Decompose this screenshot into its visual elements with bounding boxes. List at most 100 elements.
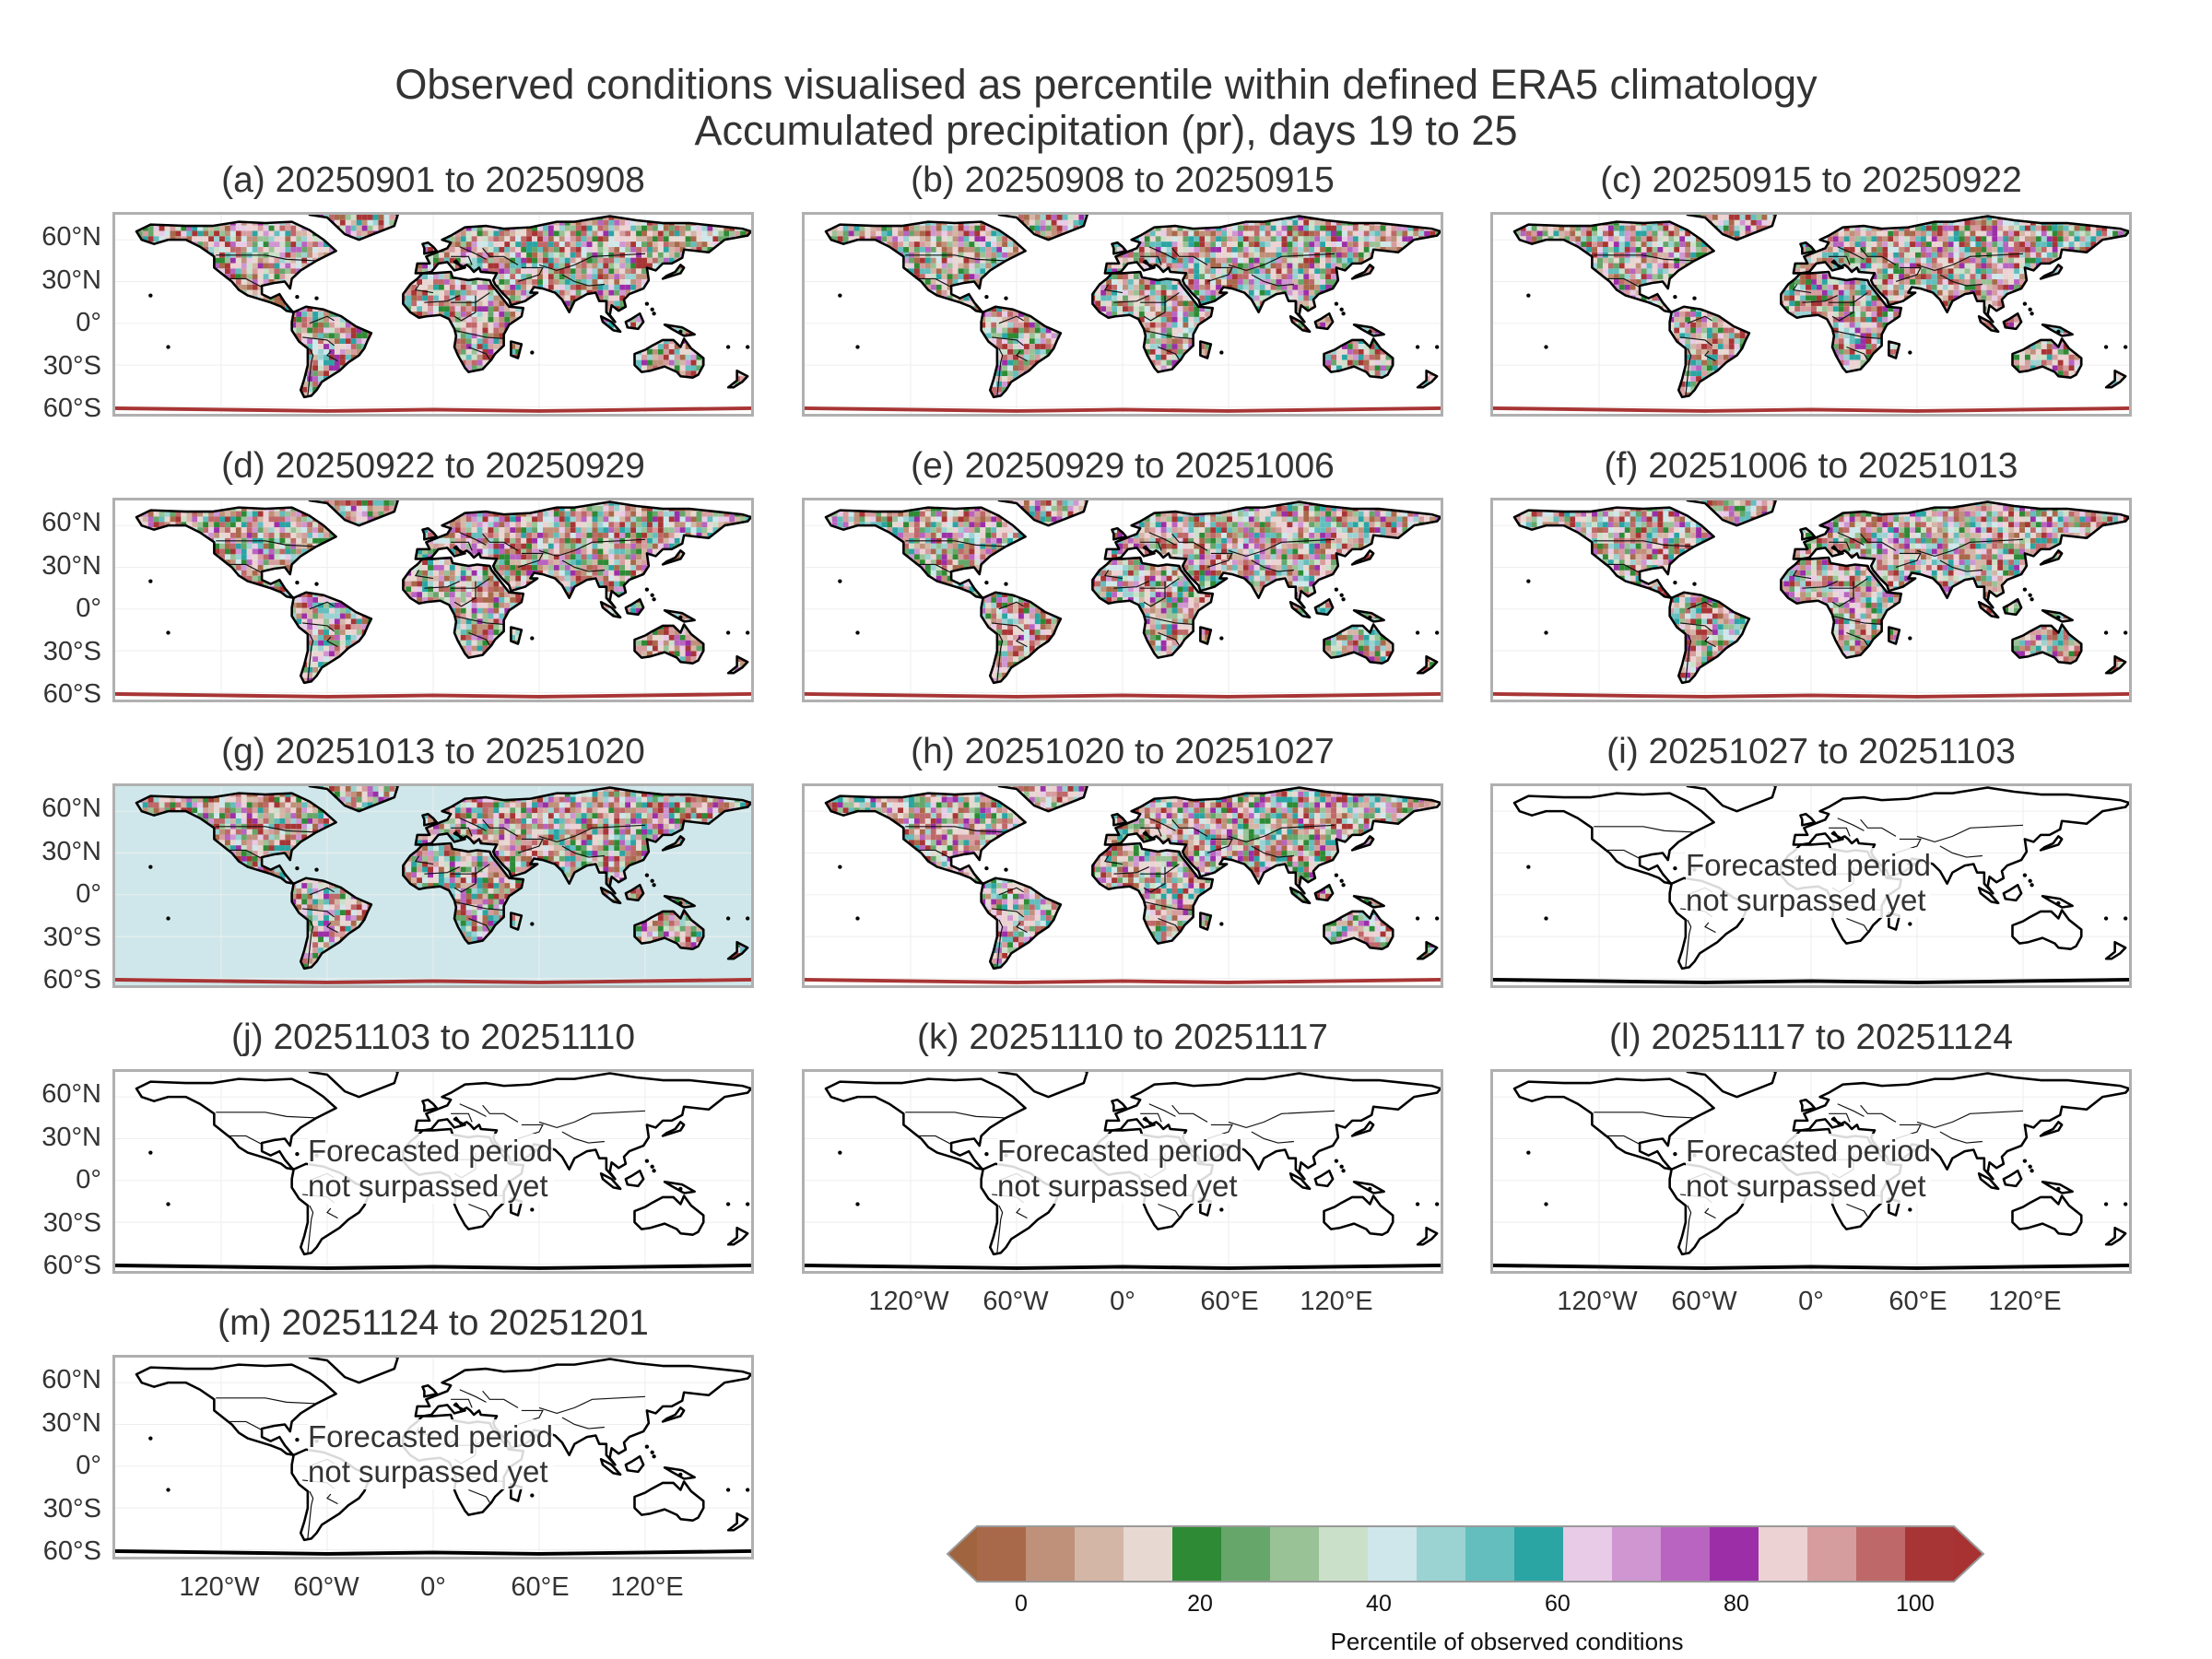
forecast-note-line-1: Forecasted period (1686, 1134, 1931, 1169)
colorbar-tick-label: 20 (1172, 1591, 1228, 1618)
colorbar-segment (1759, 1526, 1808, 1582)
panel-title: (k) 20251110 to 20251117 (802, 1018, 1443, 1058)
title-line-1: Observed conditions visualised as percen… (0, 61, 2212, 109)
country-borders (216, 532, 646, 682)
forecast-note: Forecasted period not surpassed yet (1686, 1134, 1931, 1204)
title-line-2: Accumulated precipitation (pr), days 19 … (0, 107, 2212, 155)
map-panel (112, 498, 754, 702)
colorbar-segment (1270, 1526, 1320, 1582)
map-panel (802, 212, 1443, 417)
forecast-note: Forecasted period not surpassed yet (997, 1134, 1242, 1204)
lat-tick-label: 60°N (9, 222, 101, 253)
colorbar-segment (1368, 1526, 1418, 1582)
panel-title: (l) 20251117 to 20251124 (1490, 1018, 2132, 1058)
map-panel (802, 498, 1443, 702)
colorbar-segment (1856, 1526, 1906, 1582)
country-borders (1594, 246, 2024, 396)
world-map (1493, 500, 2129, 700)
colorbar-segment (1563, 1526, 1613, 1582)
lat-tick-label: 60°S (9, 679, 101, 710)
colorbar-tick-label: 100 (1888, 1591, 1943, 1618)
map-panel (112, 212, 754, 417)
forecast-note-line-2: not surpassed yet (308, 1454, 553, 1489)
coastlines (805, 786, 1441, 984)
lon-tick-label: 120°W (173, 1572, 265, 1603)
forecast-note: Forecasted period not surpassed yet (308, 1134, 553, 1204)
country-borders (1594, 532, 2024, 682)
colorbar-segment (1807, 1526, 1857, 1582)
lat-tick-label: 0° (9, 879, 101, 910)
country-borders (905, 246, 1335, 396)
lon-tick-label: 120°W (863, 1287, 955, 1317)
lon-tick-label: 0° (1765, 1287, 1857, 1317)
colorbar-over-arrow (1954, 1526, 1983, 1582)
lat-tick-label: 30°S (9, 637, 101, 667)
forecast-note: Forecasted period not surpassed yet (1686, 848, 1931, 918)
colorbar-tick-label: 80 (1709, 1591, 1764, 1618)
forecast-note-line-2: not surpassed yet (997, 1169, 1242, 1204)
lat-tick-label: 0° (9, 308, 101, 338)
lat-tick-label: 60°S (9, 1536, 101, 1567)
lat-tick-label: 30°S (9, 1494, 101, 1524)
colorbar-segment (1905, 1526, 1955, 1582)
lat-tick-label: 30°N (9, 551, 101, 582)
lon-tick-label: 60°W (1658, 1287, 1750, 1317)
colorbar-segment (1417, 1526, 1466, 1582)
coastlines (805, 215, 1441, 413)
coastlines (1493, 215, 2129, 413)
world-map (115, 500, 751, 700)
lon-tick-label: 120°W (1551, 1287, 1643, 1317)
lat-tick-label: 30°N (9, 837, 101, 867)
panel-title: (h) 20251020 to 20251027 (802, 732, 1443, 772)
colorbar-segment (1319, 1526, 1369, 1582)
map-panel (112, 783, 754, 988)
world-map (805, 215, 1441, 414)
lat-tick-label: 60°N (9, 794, 101, 824)
forecast-note-line-1: Forecasted period (1686, 848, 1931, 883)
graticule (805, 786, 1441, 985)
world-map (115, 1072, 751, 1271)
lat-tick-label: 0° (9, 594, 101, 624)
colorbar-segment (1221, 1526, 1271, 1582)
lat-tick-label: 60°S (9, 394, 101, 424)
map-panel (1490, 1069, 2132, 1274)
colorbar-tick-label: 40 (1351, 1591, 1406, 1618)
panel-title: (f) 20251006 to 20251013 (1490, 446, 2132, 487)
forecast-note-line-1: Forecasted period (308, 1134, 553, 1169)
colorbar-segment (1661, 1526, 1711, 1582)
colorbar-segment (1465, 1526, 1515, 1582)
lat-tick-label: 30°N (9, 265, 101, 296)
lon-tick-label: 60°W (970, 1287, 1062, 1317)
coastlines (1493, 786, 2129, 984)
colorbar-label: Percentile of observed conditions (1230, 1628, 1783, 1656)
colorbar-segment (1514, 1526, 1564, 1582)
lon-tick-label: 0° (1077, 1287, 1169, 1317)
lon-tick-label: 120°E (1290, 1287, 1382, 1317)
panel-title: (m) 20251124 to 20251201 (112, 1303, 754, 1344)
coastlines (1493, 500, 2129, 699)
world-map (805, 1072, 1441, 1271)
country-borders (905, 818, 1335, 968)
lat-tick-label: 30°S (9, 351, 101, 382)
world-map (1493, 215, 2129, 414)
colorbar-segment (1075, 1526, 1124, 1582)
colorbar-segment (1124, 1526, 1173, 1582)
lat-tick-label: 30°N (9, 1123, 101, 1153)
panel-title: (c) 20250915 to 20250922 (1490, 160, 2132, 201)
country-borders (216, 818, 646, 968)
colorbar-graphic (946, 1525, 1985, 1583)
colorbar-segment (1026, 1526, 1076, 1582)
country-borders (216, 246, 646, 396)
lon-tick-label: 60°W (280, 1572, 372, 1603)
lat-tick-label: 60°N (9, 1079, 101, 1110)
panel-title: (i) 20251027 to 20251103 (1490, 732, 2132, 772)
panel-title: (j) 20251103 to 20251110 (112, 1018, 754, 1058)
colorbar-segment (1710, 1526, 1759, 1582)
forecast-note-line-1: Forecasted period (308, 1419, 553, 1454)
lat-tick-label: 0° (9, 1451, 101, 1481)
lon-tick-label: 60°E (494, 1572, 586, 1603)
lon-tick-label: 60°E (1183, 1287, 1276, 1317)
colorbar-tick-label: 60 (1530, 1591, 1585, 1618)
country-borders (905, 532, 1335, 682)
world-map (805, 500, 1441, 700)
